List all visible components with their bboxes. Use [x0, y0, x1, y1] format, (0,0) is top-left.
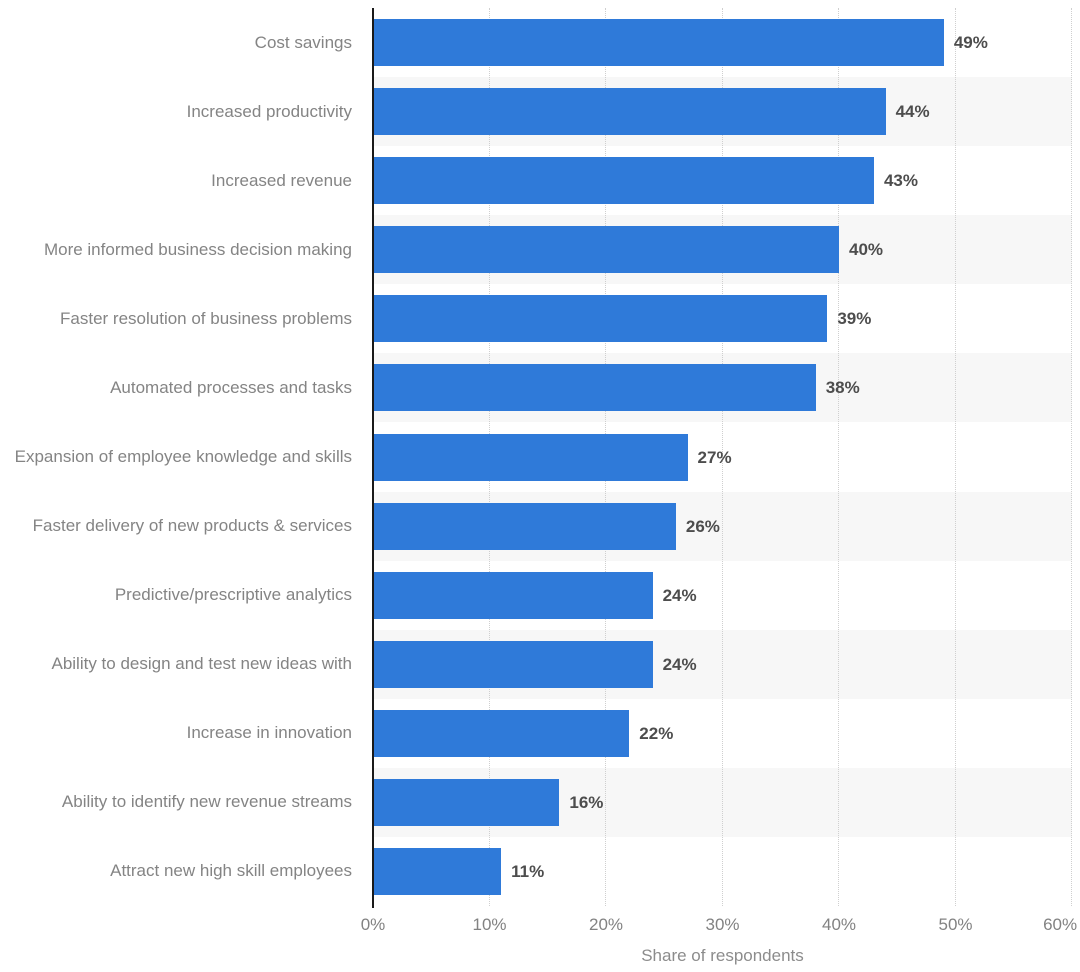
category-label: Increase in innovation — [186, 723, 352, 743]
gridline — [1071, 8, 1072, 906]
x-tick-label: 10% — [472, 915, 507, 934]
bar-value-label: 44% — [895, 102, 930, 122]
category-label: Increased revenue — [211, 170, 352, 190]
plot-area: 49% 44% 43% 40% 39% 38% 27% 26% 24% 24% 22% 16% 11% — [373, 8, 1072, 906]
bar[interactable] — [373, 709, 630, 757]
bar-value-label: 11% — [511, 861, 545, 881]
bar[interactable] — [373, 433, 688, 481]
category-label: Automated processes and tasks — [110, 377, 352, 397]
bar-value-label: 22% — [639, 723, 674, 743]
bar-value-label: 38% — [825, 378, 860, 398]
bar[interactable] — [373, 778, 560, 826]
category-label: Increased productivity — [186, 101, 352, 121]
bar[interactable] — [373, 88, 886, 136]
bar[interactable] — [373, 571, 653, 619]
bar[interactable] — [373, 847, 502, 895]
category-label: Expansion of employee knowledge and skil… — [14, 446, 352, 466]
bar-value-label: 49% — [953, 33, 988, 53]
x-tick-label: 20% — [588, 915, 624, 934]
bar-value-label: 43% — [883, 171, 918, 191]
x-tick-label: 0% — [360, 915, 386, 934]
bar[interactable] — [373, 502, 676, 550]
gridline — [721, 8, 723, 906]
category-labels: Cost savings Increased productivity Increa… — [0, 8, 356, 906]
bar-value-label: 27% — [697, 447, 732, 467]
y-axis-line — [372, 8, 374, 908]
category-label: Ability to identify new revenue streams — [61, 792, 352, 812]
x-axis-title: Share of respondents — [641, 946, 804, 965]
category-label: Faster resolution of business problems — [60, 308, 352, 328]
x-tick-label: 50% — [938, 915, 973, 934]
bar-value-label: 24% — [662, 654, 697, 674]
category-label: Cost savings — [254, 32, 352, 52]
category-label: Ability to design and test new ideas wit… — [51, 654, 352, 674]
category-label: Predictive/prescriptive analytics — [114, 585, 352, 605]
bar-value-label: 24% — [662, 585, 697, 605]
category-label: More informed business decision making — [43, 239, 352, 259]
bar[interactable] — [373, 19, 944, 67]
x-axis-ticks: 0% 10% 20% 30% 40% 50% 60% — [0, 915, 1080, 939]
bar-value-label: 40% — [849, 240, 884, 260]
category-label: Faster delivery of new products & servic… — [32, 516, 352, 536]
bar-value-label: 26% — [685, 516, 720, 536]
bar-value-label: 16% — [569, 792, 604, 812]
bar[interactable] — [373, 226, 839, 274]
bar[interactable] — [373, 364, 816, 412]
gridline — [954, 8, 956, 906]
bar-value-label: 39% — [837, 309, 872, 329]
bar[interactable] — [373, 295, 828, 343]
gridline — [838, 8, 839, 906]
category-label: Attract new high skill employees — [110, 861, 352, 881]
bar[interactable] — [373, 640, 653, 688]
x-tick-label: 40% — [821, 915, 857, 934]
x-tick-label: 60% — [1043, 915, 1078, 934]
x-tick-label: 30% — [705, 915, 740, 934]
bar[interactable] — [373, 157, 874, 205]
